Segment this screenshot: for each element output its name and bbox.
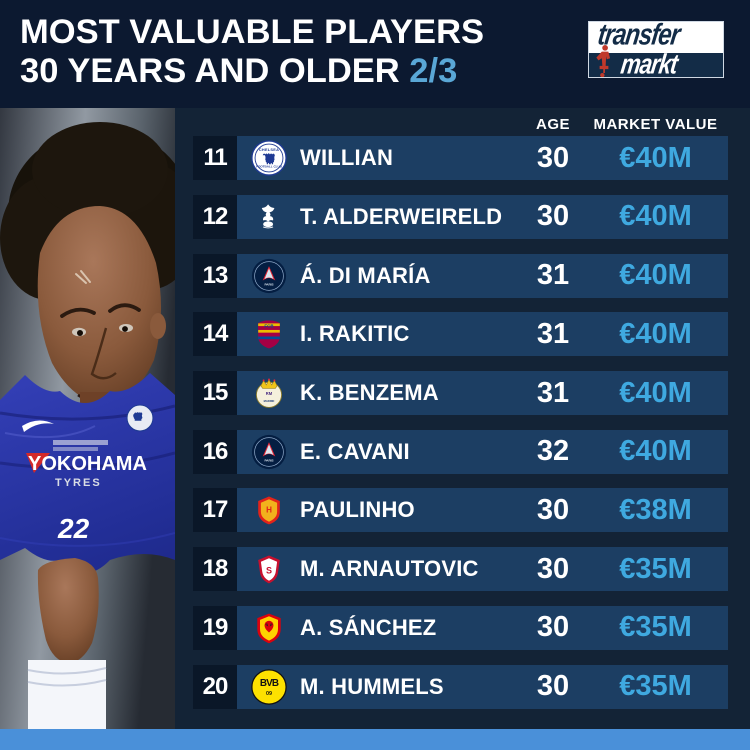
svg-text:FCB: FCB: [264, 324, 274, 329]
svg-text:09: 09: [266, 691, 272, 697]
svg-text:H: H: [266, 506, 272, 515]
svg-text:PARIS: PARIS: [264, 458, 273, 462]
svg-text:S: S: [266, 566, 272, 576]
svg-text:MADRID: MADRID: [264, 399, 275, 403]
svg-text:BVB: BVB: [260, 678, 279, 689]
svg-text:RM: RM: [266, 391, 273, 396]
svg-text:FOOTBALL CLUB: FOOTBALL CLUB: [256, 165, 283, 169]
svg-text:PARIS: PARIS: [264, 282, 273, 286]
svg-text:YOKOHAMA: YOKOHAMA: [28, 453, 147, 475]
svg-text:TYRES: TYRES: [55, 477, 102, 489]
svg-text:CHELSEA: CHELSEA: [259, 147, 279, 152]
svg-text:22: 22: [57, 513, 90, 544]
